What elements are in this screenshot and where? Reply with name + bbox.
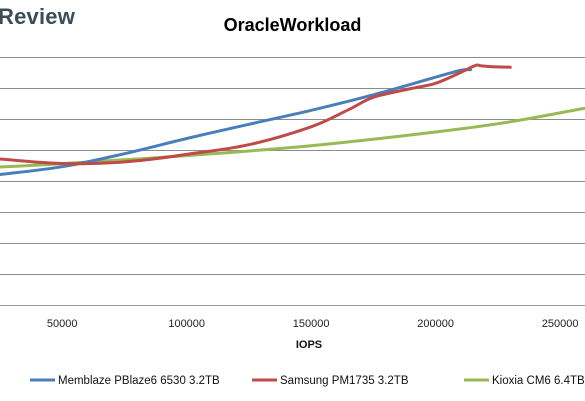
series-line-1: [0, 63, 512, 166]
legend: Memblaze PBlaze6 6530 3.2TB Samsung PM173…: [30, 375, 585, 387]
legend-item: Memblaze PBlaze6 6530 3.2TB: [30, 375, 220, 387]
legend-item: Samsung PM1735 3.2TB: [252, 375, 409, 387]
x-tick-label: 150000: [293, 318, 330, 330]
x-tick-label: 250000: [542, 318, 579, 330]
series-line-0: [0, 68, 472, 176]
series-line-2: [0, 106, 585, 169]
chart-title: OracleWorkload: [223, 15, 362, 35]
x-tick-label: 100000: [168, 318, 205, 330]
gridlines: [0, 57, 585, 306]
brand-logo: Review: [0, 4, 76, 29]
x-tick-labels: 50000 100000 150000 200000 250000: [47, 318, 579, 330]
x-tick-label: 200000: [417, 318, 454, 330]
legend-label: Memblaze PBlaze6 6530 3.2TB: [58, 375, 220, 387]
legend-item: Kioxia CM6 6.4TB: [464, 375, 585, 387]
x-axis-label: IOPS: [296, 339, 322, 351]
legend-label: Samsung PM1735 3.2TB: [280, 375, 409, 387]
series-lines: [0, 63, 585, 176]
legend-label: Kioxia CM6 6.4TB: [492, 375, 585, 387]
x-tick-label: 50000: [47, 318, 78, 330]
